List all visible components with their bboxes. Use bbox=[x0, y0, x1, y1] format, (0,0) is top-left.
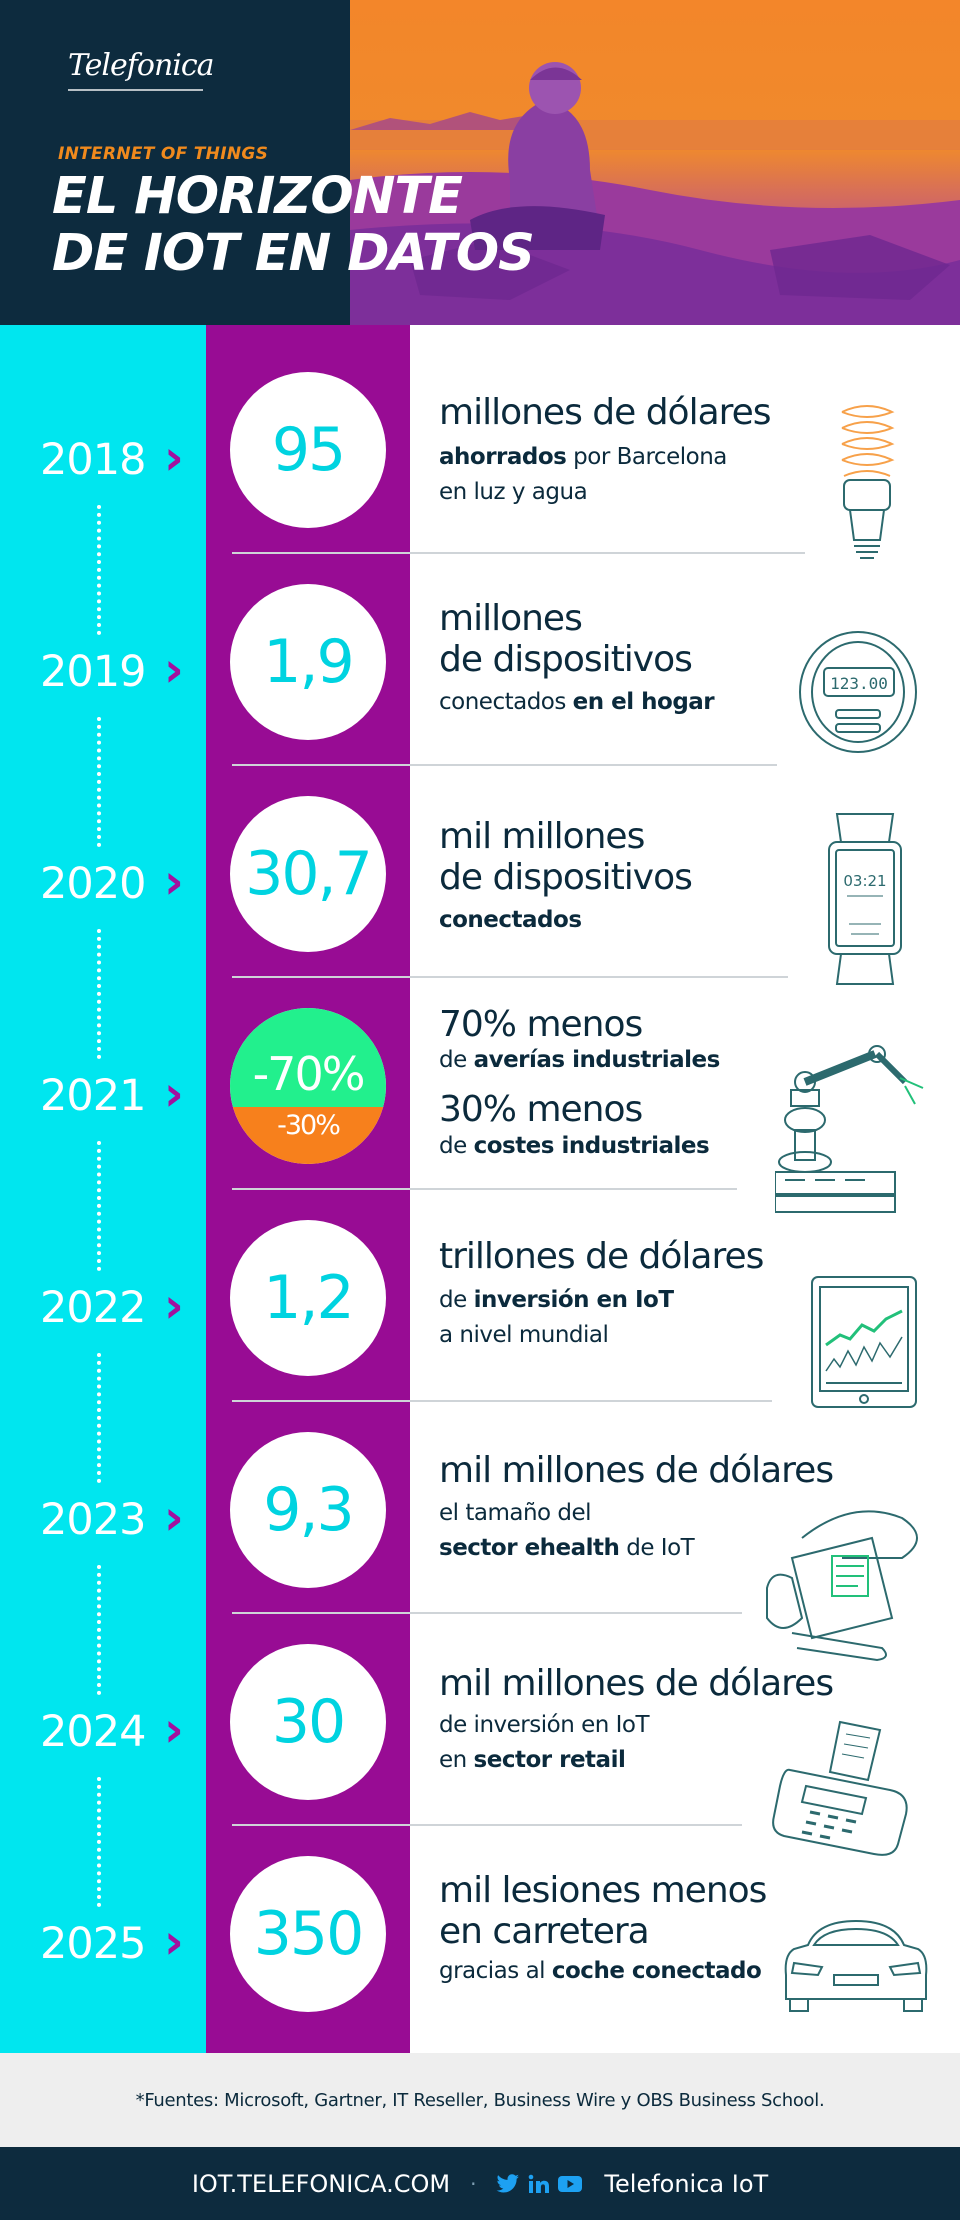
year-label: 2019 bbox=[40, 647, 146, 697]
timeline-dots bbox=[97, 1353, 101, 1483]
item-headline: millones de dólares bbox=[439, 392, 772, 433]
linkedin-icon[interactable] bbox=[528, 2174, 550, 2194]
timeline-dots bbox=[97, 1565, 101, 1695]
item-subtext: de inversión en IoT bbox=[439, 1287, 674, 1313]
item-subtext: en luz y agua bbox=[439, 479, 588, 505]
year-label: 2025 bbox=[40, 1919, 146, 1969]
item-headline: 30% menos bbox=[439, 1089, 643, 1130]
smartwatch-icon: 03:21 bbox=[825, 812, 905, 991]
website-link[interactable]: IOT.TELEFONICA.COM bbox=[191, 2169, 451, 2198]
item-headline: de dispositivos bbox=[439, 639, 693, 680]
item-subtext: en sector retail bbox=[439, 1747, 626, 1773]
item-subtext: ahorrados por Barcelona bbox=[439, 444, 727, 470]
robot-arm-icon bbox=[774, 1040, 930, 1219]
timeline-dots bbox=[97, 505, 101, 635]
divider bbox=[232, 1824, 742, 1826]
chevron-right-icon: › bbox=[164, 1702, 184, 1758]
year-label: 2020 bbox=[40, 859, 146, 909]
value-top: -70% bbox=[230, 1008, 386, 1107]
divider bbox=[232, 1612, 742, 1614]
chevron-right-icon: › bbox=[164, 854, 184, 910]
footer: IOT.TELEFONICA.COM · Telefonica IoT bbox=[0, 2147, 960, 2220]
divider bbox=[232, 552, 805, 554]
timeline-dots bbox=[97, 929, 101, 1059]
telefonica-logo: Telefonica bbox=[68, 48, 218, 91]
item-subtext: de costes industriales bbox=[439, 1133, 710, 1159]
lightbulb-icon bbox=[832, 400, 902, 574]
year-label: 2024 bbox=[40, 1707, 146, 1757]
page-title: EL HORIZONTE DE IOT EN DATOS bbox=[52, 167, 535, 283]
sources-note: *Fuentes: Microsoft, Gartner, IT Reselle… bbox=[0, 2053, 960, 2147]
year-label: 2022 bbox=[40, 1283, 146, 1333]
item-subtext: el tamaño del bbox=[439, 1500, 592, 1526]
item-headline: de dispositivos bbox=[439, 857, 693, 898]
timeline-dots bbox=[97, 717, 101, 847]
value-circle: 350 bbox=[230, 1856, 386, 2012]
timeline-dots bbox=[97, 1777, 101, 1907]
item-headline: mil millones de dólares bbox=[439, 1450, 834, 1491]
svg-text:123.00: 123.00 bbox=[830, 674, 888, 693]
timeline-year-column bbox=[0, 325, 206, 2053]
item-subtext: conectados bbox=[439, 907, 582, 933]
item-headline: 70% menos bbox=[439, 1004, 643, 1045]
tablet-chart-icon bbox=[810, 1275, 918, 1414]
value-circle: 9,3 bbox=[230, 1432, 386, 1588]
item-subtext: gracias al coche conectado bbox=[439, 1958, 762, 1984]
divider bbox=[232, 1188, 737, 1190]
item-headline: trillones de dólares bbox=[439, 1236, 764, 1277]
item-headline: en carretera bbox=[439, 1911, 650, 1952]
social-icons bbox=[496, 2173, 590, 2194]
item-subtext: a nivel mundial bbox=[439, 1322, 609, 1348]
payment-terminal-icon bbox=[770, 1720, 925, 1864]
hero-photo bbox=[350, 0, 960, 325]
item-headline: millones bbox=[439, 598, 583, 639]
blood-pressure-monitor-icon bbox=[762, 1498, 927, 1667]
item-headline: mil millones bbox=[439, 816, 645, 857]
value-circle: 30,7 bbox=[230, 796, 386, 952]
item-subtext: de averías industriales bbox=[439, 1047, 720, 1073]
chevron-right-icon: › bbox=[164, 1066, 184, 1122]
value-circle: 1,9 bbox=[230, 584, 386, 740]
divider bbox=[232, 976, 788, 978]
chevron-right-icon: › bbox=[164, 430, 184, 486]
divider bbox=[232, 1400, 772, 1402]
value-circle-split: -70% -30% bbox=[230, 1008, 386, 1164]
chevron-right-icon: › bbox=[164, 642, 184, 698]
chevron-right-icon: › bbox=[164, 1914, 184, 1970]
footer-separator: · bbox=[470, 2171, 477, 2196]
smart-meter-icon: 123.00 bbox=[796, 622, 926, 766]
item-headline: mil lesiones menos bbox=[439, 1870, 767, 1911]
item-headline: mil millones de dólares bbox=[439, 1663, 834, 1704]
header: Telefonica INTERNET OF THINGS EL HORIZON… bbox=[0, 0, 960, 325]
chevron-right-icon: › bbox=[164, 1278, 184, 1334]
car-icon bbox=[778, 1915, 933, 2019]
value-circle: 1,2 bbox=[230, 1220, 386, 1376]
timeline-dots bbox=[97, 1141, 101, 1271]
youtube-icon[interactable] bbox=[558, 2175, 583, 2193]
value-circle: 95 bbox=[230, 372, 386, 528]
year-label: 2018 bbox=[40, 435, 146, 485]
year-label: 2023 bbox=[40, 1495, 146, 1545]
item-subtext: conectados en el hogar bbox=[439, 689, 715, 715]
year-label: 2021 bbox=[40, 1071, 146, 1121]
chevron-right-icon: › bbox=[164, 1490, 184, 1546]
value-circle: 30 bbox=[230, 1644, 386, 1800]
divider bbox=[232, 764, 777, 766]
svg-text:03:21: 03:21 bbox=[843, 872, 886, 890]
value-bottom: -30% bbox=[230, 1107, 386, 1164]
item-subtext: sector ehealth de IoT bbox=[439, 1535, 695, 1561]
twitter-icon[interactable] bbox=[496, 2173, 520, 2194]
item-subtext: de inversión en IoT bbox=[439, 1712, 650, 1738]
kicker: INTERNET OF THINGS bbox=[58, 144, 269, 164]
brand-name: Telefonica IoT bbox=[604, 2169, 769, 2198]
